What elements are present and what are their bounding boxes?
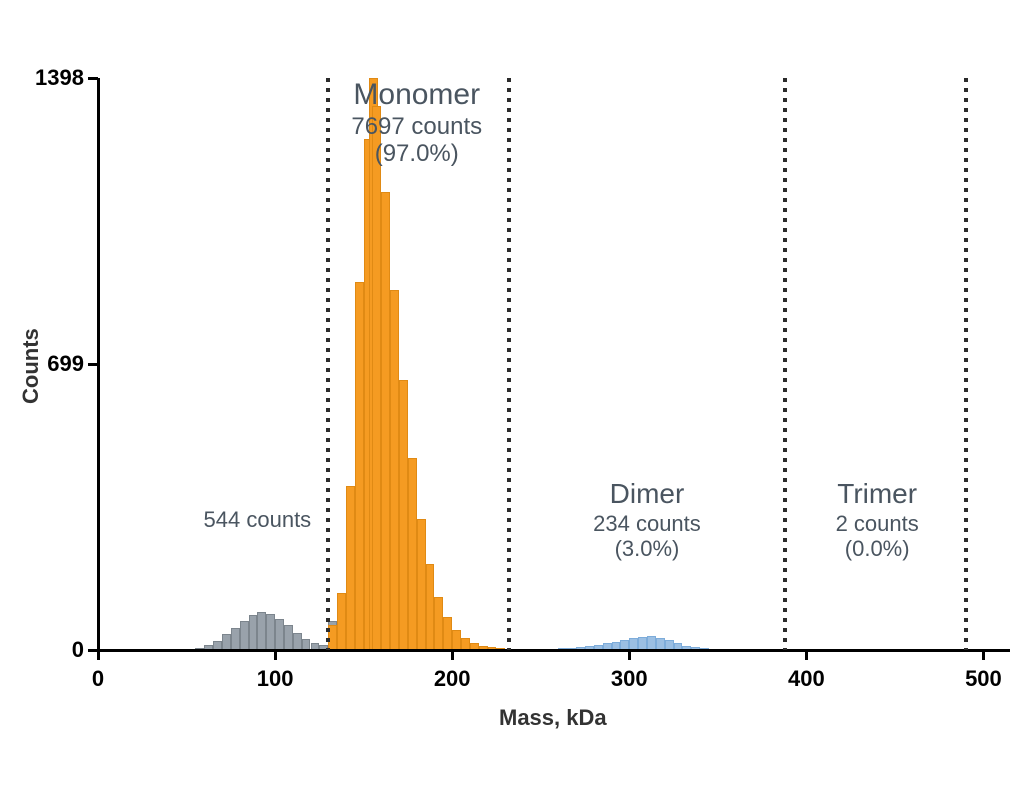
histogram-bar <box>249 615 258 650</box>
mass-histogram-chart: Counts Mass, kDa 06991398010020030040050… <box>0 0 1024 786</box>
x-tick <box>982 650 985 660</box>
region-title-monomer: Monomer <box>297 78 537 112</box>
histogram-bar <box>240 621 249 650</box>
y-tick-label: 0 <box>14 637 84 663</box>
region-sub-pre-region: 544 counts <box>137 507 377 533</box>
region-sub-dimer: (3.0%) <box>527 536 767 562</box>
region-sub-trimer: 2 counts <box>757 511 997 537</box>
histogram-bar <box>399 380 408 650</box>
histogram-bar <box>337 593 346 650</box>
histogram-bar <box>275 619 284 650</box>
histogram-bar <box>443 617 452 650</box>
region-title-trimer: Trimer <box>757 478 997 510</box>
region-sub-trimer: (0.0%) <box>757 536 997 562</box>
x-tick-label: 300 <box>589 666 669 692</box>
x-tick-label: 500 <box>943 666 1023 692</box>
x-tick-label: 200 <box>412 666 492 692</box>
x-tick-label: 0 <box>58 666 138 692</box>
histogram-bar <box>293 633 302 650</box>
plot-area <box>98 78 1010 650</box>
histogram-bar <box>257 612 266 650</box>
region-title-dimer: Dimer <box>527 478 767 510</box>
y-tick-label: 1398 <box>14 65 84 91</box>
region-sub-monomer: 7697 counts <box>297 113 537 141</box>
histogram-bar <box>452 630 461 650</box>
region-sub-monomer: (97.0%) <box>297 140 537 168</box>
histogram-bar <box>408 458 417 650</box>
histogram-bar <box>417 519 426 650</box>
y-tick-label: 699 <box>14 351 84 377</box>
histogram-bar <box>434 597 443 650</box>
histogram-bar <box>266 614 275 650</box>
region-divider <box>783 78 787 650</box>
x-tick <box>97 650 100 660</box>
x-tick <box>274 650 277 660</box>
histogram-bar <box>355 282 364 650</box>
y-tick <box>88 363 98 366</box>
y-tick <box>88 77 98 80</box>
x-tick <box>628 650 631 660</box>
histogram-bar <box>390 290 399 650</box>
x-tick <box>805 650 808 660</box>
x-tick-label: 100 <box>235 666 315 692</box>
histogram-bar <box>426 564 435 650</box>
x-tick <box>451 650 454 660</box>
region-divider <box>964 78 968 650</box>
x-tick-label: 400 <box>766 666 846 692</box>
x-axis-line <box>98 649 1010 652</box>
histogram-bar <box>231 628 240 651</box>
histogram-bar <box>284 625 293 650</box>
histogram-bar <box>372 106 381 650</box>
histogram-bar <box>381 192 390 650</box>
x-axis-label: Mass, kDa <box>499 705 607 731</box>
region-sub-dimer: 234 counts <box>527 511 767 537</box>
